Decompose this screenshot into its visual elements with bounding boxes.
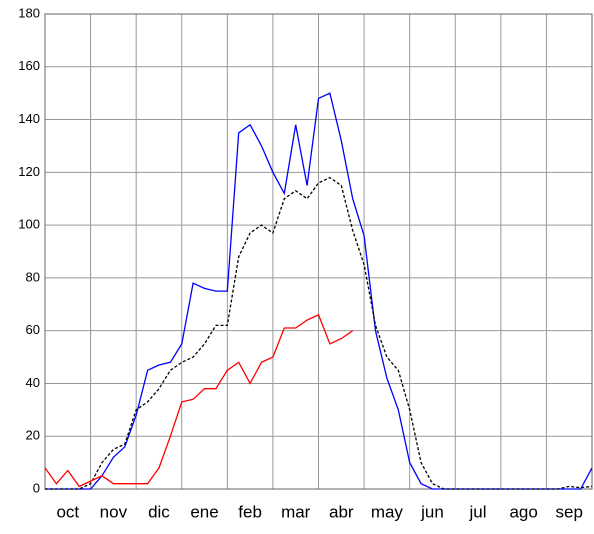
y-tick-label: 180 bbox=[18, 5, 40, 20]
plot-frame bbox=[44, 13, 593, 490]
y-tick-label: 160 bbox=[18, 58, 40, 73]
series-line bbox=[44, 313, 354, 488]
y-tick-label: 100 bbox=[18, 217, 40, 232]
x-tick-label: oct bbox=[56, 502, 79, 521]
x-tick-label: nov bbox=[100, 502, 128, 521]
x-tick-label: ene bbox=[190, 502, 218, 521]
series-line bbox=[45, 92, 593, 490]
series-line bbox=[45, 176, 593, 490]
y-tick-label: 80 bbox=[26, 269, 40, 284]
x-tick-label: abr bbox=[329, 502, 354, 521]
x-tick-label: mar bbox=[281, 502, 311, 521]
x-tick-label: jul bbox=[469, 502, 487, 521]
y-tick-label: 0 bbox=[33, 480, 40, 495]
y-tick-label: 20 bbox=[26, 428, 40, 443]
x-tick-label: sep bbox=[555, 502, 582, 521]
x-tick-label: dic bbox=[148, 502, 170, 521]
y-tick-label: 140 bbox=[18, 111, 40, 126]
y-tick-label: 120 bbox=[18, 164, 40, 179]
y-tick-label: 60 bbox=[26, 322, 40, 337]
x-tick-label: jun bbox=[420, 502, 444, 521]
y-tick-label: 40 bbox=[26, 375, 40, 390]
x-tick-label: may bbox=[371, 502, 404, 521]
x-tick-label: ago bbox=[509, 502, 537, 521]
x-tick-label: feb bbox=[238, 502, 262, 521]
